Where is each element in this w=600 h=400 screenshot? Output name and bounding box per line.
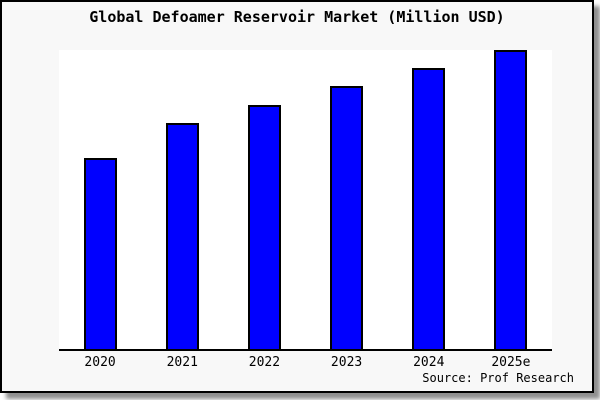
x-tick-label-2023: 2023 bbox=[330, 355, 363, 370]
bar-2022 bbox=[247, 105, 281, 349]
x-tick-label-2025e: 2025e bbox=[491, 355, 531, 370]
bar-2024 bbox=[412, 68, 446, 349]
x-tick-label-2020: 2020 bbox=[84, 355, 116, 370]
x-tick-label-2024: 2024 bbox=[413, 355, 445, 370]
x-tick-label-2021: 2021 bbox=[166, 355, 198, 370]
source-note: Source: Prof Research bbox=[422, 371, 574, 385]
bar-2025e bbox=[494, 50, 528, 349]
bar-2021 bbox=[165, 123, 199, 349]
x-tick-label-2022: 2022 bbox=[248, 355, 281, 370]
x-axis-labels: 2020 2021 2022 2023 2024 2025e bbox=[59, 355, 552, 373]
bar-2020 bbox=[83, 158, 117, 349]
chart-title: Global Defoamer Reservoir Market (Millio… bbox=[89, 8, 505, 26]
bar-2023 bbox=[330, 86, 364, 349]
plot-area bbox=[59, 50, 552, 351]
chart-card: Global Defoamer Reservoir Market (Millio… bbox=[0, 0, 594, 393]
